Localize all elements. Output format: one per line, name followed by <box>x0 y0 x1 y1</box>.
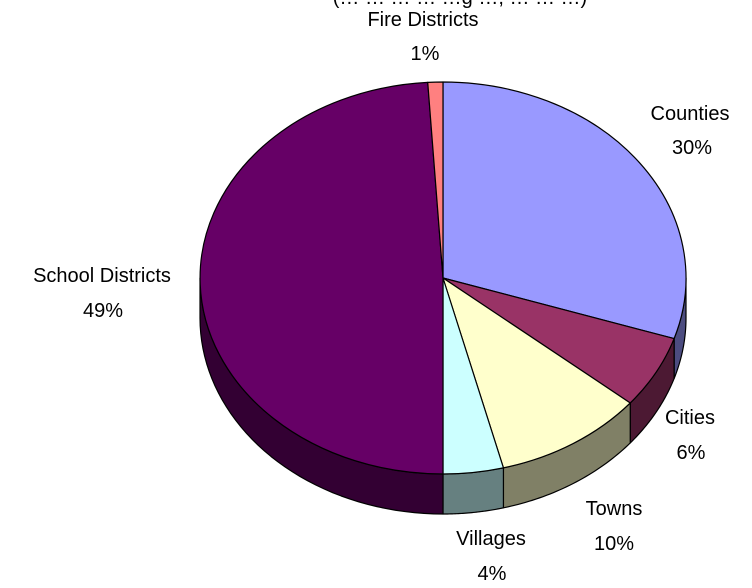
pie-slice-counties <box>442 81 687 340</box>
slice-percent-towns: 10% <box>594 533 634 555</box>
slice-name-towns: Towns <box>586 498 643 520</box>
pie-slice-school-districts <box>199 81 444 475</box>
slice-percent-villages: 4% <box>478 563 507 585</box>
slice-percent-school-districts: 49% <box>83 300 123 322</box>
slice-name-villages: Villages <box>456 528 526 550</box>
slice-name-counties: Counties <box>651 103 730 125</box>
slice-name-cities: Cities <box>665 407 715 429</box>
pie-slice-fire-districts <box>427 81 444 279</box>
slice-percent-counties: 30% <box>672 137 712 159</box>
pie-side-villages <box>442 467 505 515</box>
pie-top-faces <box>199 81 687 475</box>
slice-name-school-districts: School Districts <box>33 265 171 287</box>
slice-percent-fire-districts: 1% <box>411 43 440 65</box>
slice-percent-cities: 6% <box>677 442 706 464</box>
pie-labels: Counties 30% Cities 6% Towns 10% Village… <box>33 9 729 585</box>
clipped-title-fragment: (… … … … …g …, … … …) <box>333 0 587 9</box>
slice-name-fire-districts: Fire Districts <box>367 9 478 31</box>
pie-slice-towns <box>442 277 631 469</box>
